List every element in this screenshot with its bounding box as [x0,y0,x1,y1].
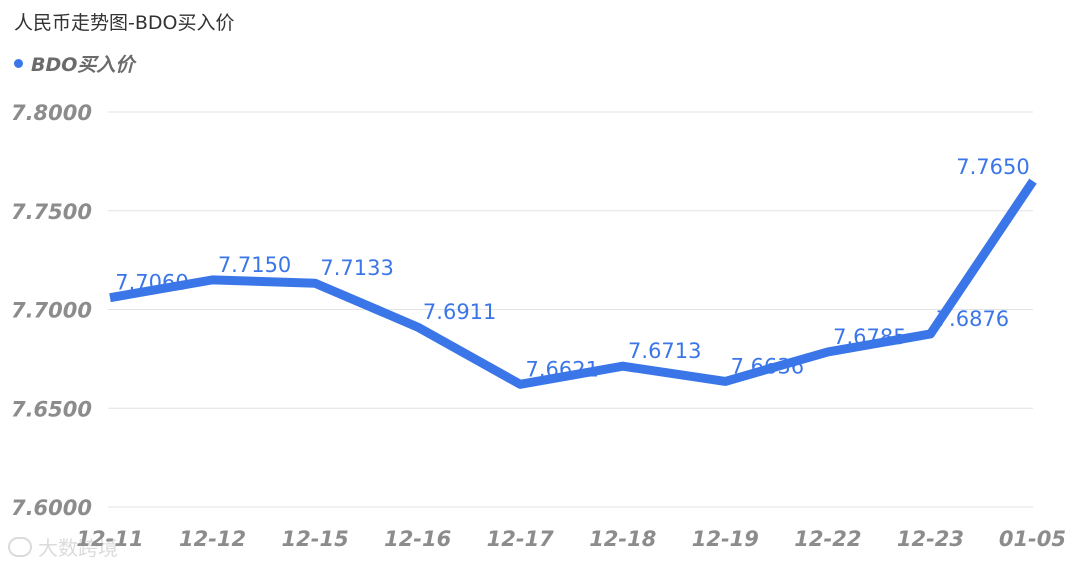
x-tick-label: 12-12 [179,527,246,551]
legend[interactable]: BDO买入价 [14,50,134,77]
data-label: 7.7650 [956,155,1029,179]
series-line-group [109,178,1037,389]
x-tick-label: 12-22 [794,527,861,551]
watermark-text: 大数跨境 [38,536,118,560]
x-tick-label: 12-17 [487,527,555,551]
x-tick-label: 12-19 [692,527,759,551]
data-label: 7.7150 [218,253,291,277]
y-tick-label: 7.7000 [11,299,92,323]
series-line [109,178,1037,389]
data-label: 7.6621 [525,357,598,381]
x-tick-label: 12-23 [897,527,964,551]
x-tick-label: 01-05 [999,527,1066,551]
legend-label: BDO买入价 [31,54,135,76]
watermark-logo-icon [8,536,32,557]
data-label: 7.6785 [833,325,906,349]
data-label: 7.7060 [115,271,188,295]
data-label: 7.6636 [731,354,804,378]
data-label: 7.6911 [423,300,496,324]
data-labels: 7.7060 7.7150 7.7133 7.6911 7.6621 7.6713 7.66… [109,155,1034,385]
x-tick-label: 12-18 [589,527,656,551]
legend-marker [14,59,23,68]
data-label: 7.6876 [936,307,1009,331]
y-tick-label: 7.8000 [11,101,92,125]
watermark: 大数跨境 [8,532,118,561]
grid-lines [108,111,1033,508]
data-label: 7.6713 [628,339,701,363]
y-tick-label: 7.7500 [11,200,92,224]
y-tick-label: 7.6500 [11,397,92,421]
chart-title: 人民币走势图-BDO买入价 [14,12,235,34]
x-tick-label: 12-11 [76,527,143,551]
x-tick-label: 12-15 [282,527,349,551]
y-tick-label: 7.6000 [11,496,92,520]
x-tick-label: 12-16 [384,527,451,551]
data-label: 7.7133 [320,256,393,280]
y-axis-ticks: 7.6000 7.6500 7.7000 7.7500 7.8000 [11,101,92,520]
x-axis-ticks: 12-11 12-12 12-15 12-16 12-17 12-18 12-19 12-22… [76,527,1066,551]
